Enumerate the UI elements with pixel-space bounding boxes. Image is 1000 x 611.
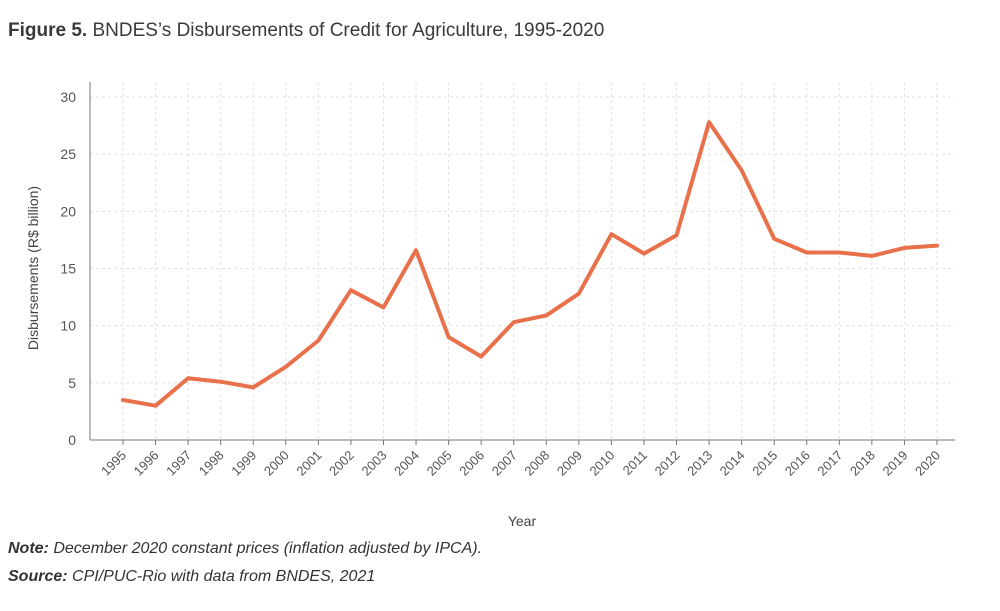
figure-title-text: BNDES’s Disbursements of Credit for Agri…	[92, 20, 605, 41]
note: Note: December 2020 constant prices (inf…	[8, 540, 482, 558]
x-tick-label: 2015	[749, 448, 780, 479]
y-axis-ticks: 0 5 10 15 20 25 30	[60, 89, 76, 448]
gridlines	[90, 82, 955, 440]
y-tick-label: 25	[60, 146, 76, 162]
y-tick-label: 30	[60, 89, 76, 105]
x-tick-label: 2014	[717, 448, 748, 479]
y-tick-label: 5	[68, 375, 76, 391]
x-tick-label: 2005	[424, 448, 455, 479]
x-tick-label: 2010	[586, 448, 617, 479]
x-axis-ticks: 1995 1996 1997 1998 1999 2000 2001 2002 2003 2004…	[98, 440, 943, 479]
figure-number: Figure 5.	[8, 20, 88, 41]
x-tick-label: 2002	[326, 448, 357, 479]
x-tick-label: 2011	[620, 448, 650, 478]
x-tick-label: 2008	[521, 448, 552, 479]
x-tick-label: 1998	[196, 448, 227, 479]
source-label: Source:	[8, 568, 68, 585]
x-tick-label: 2006	[456, 448, 487, 479]
x-tick-label: 2020	[912, 448, 943, 479]
note-label: Note:	[8, 540, 49, 557]
source: Source: CPI/PUC-Rio with data from BNDES…	[8, 568, 375, 586]
y-tick-label: 0	[68, 432, 76, 448]
x-tick-label: 2009	[554, 448, 585, 479]
x-tick-label: 2000	[261, 448, 292, 479]
y-tick-label: 20	[60, 203, 76, 219]
y-tick-label: 10	[60, 318, 76, 334]
x-tick-label: 1999	[228, 448, 259, 479]
y-tick-label: 15	[60, 261, 76, 277]
x-tick-label: 2012	[652, 448, 683, 479]
x-tick-label: 2017	[814, 448, 845, 479]
series-line	[121, 120, 939, 408]
x-tick-label: 2016	[782, 448, 813, 479]
note-text: December 2020 constant prices (inflation…	[53, 540, 483, 557]
x-tick-label: 2018	[847, 448, 878, 479]
source-text: CPI/PUC-Rio with data from BNDES, 2021	[72, 568, 376, 585]
chart-title: Figure 5. BNDES’s Disbursements of Credi…	[8, 20, 604, 42]
x-tick-label: 2013	[684, 448, 715, 479]
x-tick-label: 1996	[131, 448, 162, 479]
x-tick-label: 2004	[391, 448, 422, 479]
x-axis-label: Year	[508, 513, 537, 529]
x-tick-label: 2007	[489, 448, 520, 479]
x-tick-label: 2001	[293, 448, 324, 479]
x-tick-label: 1997	[163, 448, 194, 479]
x-tick-label: 1995	[98, 448, 129, 479]
y-axis-label: Disbursements (R$ billion)	[25, 186, 41, 350]
x-tick-label: 2003	[359, 448, 390, 479]
x-tick-label: 2019	[880, 448, 911, 479]
